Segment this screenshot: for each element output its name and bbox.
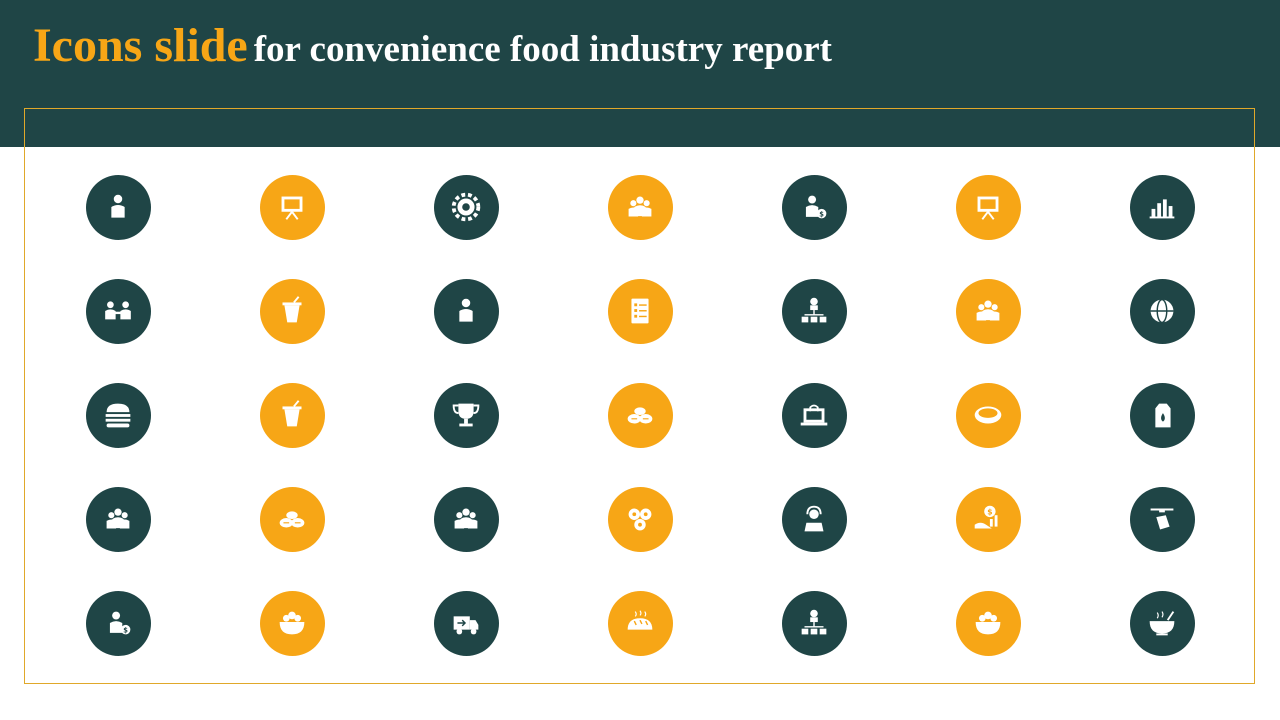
delivery-truck-icon — [433, 590, 499, 656]
org-hierarchy-person-icon — [85, 174, 151, 240]
meeting-table-icon — [955, 278, 1021, 344]
presentation-board-icon — [955, 174, 1021, 240]
svg-text:$: $ — [819, 211, 824, 219]
bread-loaf-icon — [607, 590, 673, 656]
gear-people-icon — [433, 174, 499, 240]
global-idea-icon — [1129, 278, 1195, 344]
fried-food-icon — [607, 382, 673, 448]
people-handshake-icon — [85, 278, 151, 344]
org-chart-gear-icon — [781, 590, 847, 656]
team-collaboration-icon — [85, 486, 151, 552]
drink-cup-icon — [259, 382, 325, 448]
svg-text:$: $ — [987, 507, 992, 516]
soup-bowl-icon — [1129, 590, 1195, 656]
sushi-rolls-icon — [607, 486, 673, 552]
pie-dish-icon — [955, 382, 1021, 448]
presenter-boxes-icon — [259, 174, 325, 240]
title-highlight: Icons slide — [33, 19, 248, 72]
milk-carton-icon — [1129, 382, 1195, 448]
salad-bowl-icon — [259, 590, 325, 656]
customer-support-icon — [781, 486, 847, 552]
svg-text:$: $ — [123, 627, 128, 635]
team-leader-icon — [433, 486, 499, 552]
online-grocery-icon — [781, 382, 847, 448]
fruit-bowl-icon — [955, 590, 1021, 656]
manager-finance-network-icon — [781, 278, 847, 344]
content-frame — [24, 108, 1255, 684]
user-avatar-icon — [433, 278, 499, 344]
businessman-dollar-icon: $ — [781, 174, 847, 240]
bar-chart-icon — [1129, 174, 1195, 240]
title-rest: for convenience food industry report — [253, 29, 832, 70]
dumplings-icon — [259, 486, 325, 552]
checklist-document-icon — [607, 278, 673, 344]
investor-dollar-icon: $ — [85, 590, 151, 656]
trophy-icon — [433, 382, 499, 448]
header-bar: Icons slide for convenience food industry… — [0, 0, 1280, 147]
slide-title: Icons slide for convenience food industry… — [33, 22, 832, 70]
drone-delivery-icon — [1129, 486, 1195, 552]
burger-icon — [85, 382, 151, 448]
ice-cream-cup-icon — [259, 278, 325, 344]
hand-money-growth-icon: $ — [955, 486, 1021, 552]
team-group-icon — [607, 174, 673, 240]
